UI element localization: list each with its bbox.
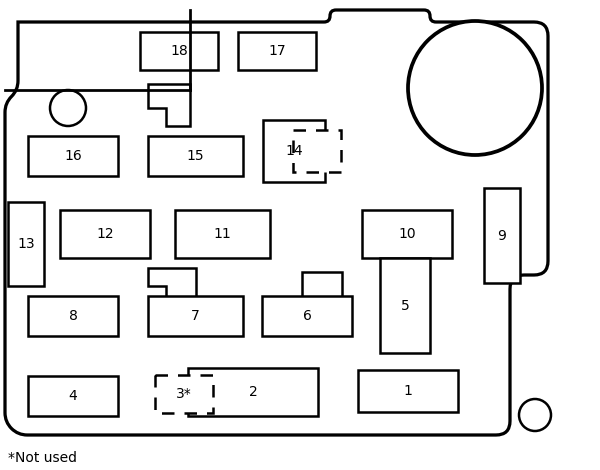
Text: 9: 9	[497, 228, 506, 243]
Text: 10: 10	[398, 227, 416, 241]
Text: 11: 11	[214, 227, 232, 241]
Bar	[238, 32, 316, 70]
Bar	[148, 296, 243, 336]
Polygon shape	[148, 268, 196, 316]
Bar	[302, 272, 342, 312]
Bar	[148, 136, 243, 176]
Polygon shape	[148, 84, 190, 126]
Text: 7: 7	[191, 309, 200, 323]
Text: 18: 18	[170, 44, 188, 58]
Bar	[380, 258, 430, 353]
Text: 12: 12	[96, 227, 114, 241]
Text: *Not used: *Not used	[8, 451, 77, 465]
Text: 5: 5	[401, 298, 409, 313]
Text: 15: 15	[187, 149, 205, 163]
Text: 6: 6	[302, 309, 311, 323]
Bar	[484, 188, 520, 283]
Bar	[293, 130, 341, 172]
Bar	[155, 375, 213, 413]
Bar	[262, 296, 352, 336]
Text: 8: 8	[68, 309, 77, 323]
Text: 3*: 3*	[176, 387, 192, 401]
Text: 17: 17	[268, 44, 286, 58]
Bar	[8, 202, 44, 286]
Bar	[28, 376, 118, 416]
Bar	[60, 210, 150, 258]
Bar	[263, 120, 325, 182]
Circle shape	[408, 21, 542, 155]
Text: 16: 16	[64, 149, 82, 163]
Circle shape	[50, 90, 86, 126]
Bar	[358, 370, 458, 412]
Bar	[140, 32, 218, 70]
Bar	[188, 368, 318, 416]
Bar	[28, 136, 118, 176]
Text: 13: 13	[17, 237, 35, 251]
Bar	[362, 210, 452, 258]
Text: 2: 2	[248, 385, 257, 399]
Bar	[175, 210, 270, 258]
Text: 1: 1	[404, 384, 412, 398]
Bar	[28, 296, 118, 336]
PathPatch shape	[5, 10, 548, 435]
Text: 4: 4	[68, 389, 77, 403]
Circle shape	[519, 399, 551, 431]
Text: 14: 14	[285, 144, 303, 158]
